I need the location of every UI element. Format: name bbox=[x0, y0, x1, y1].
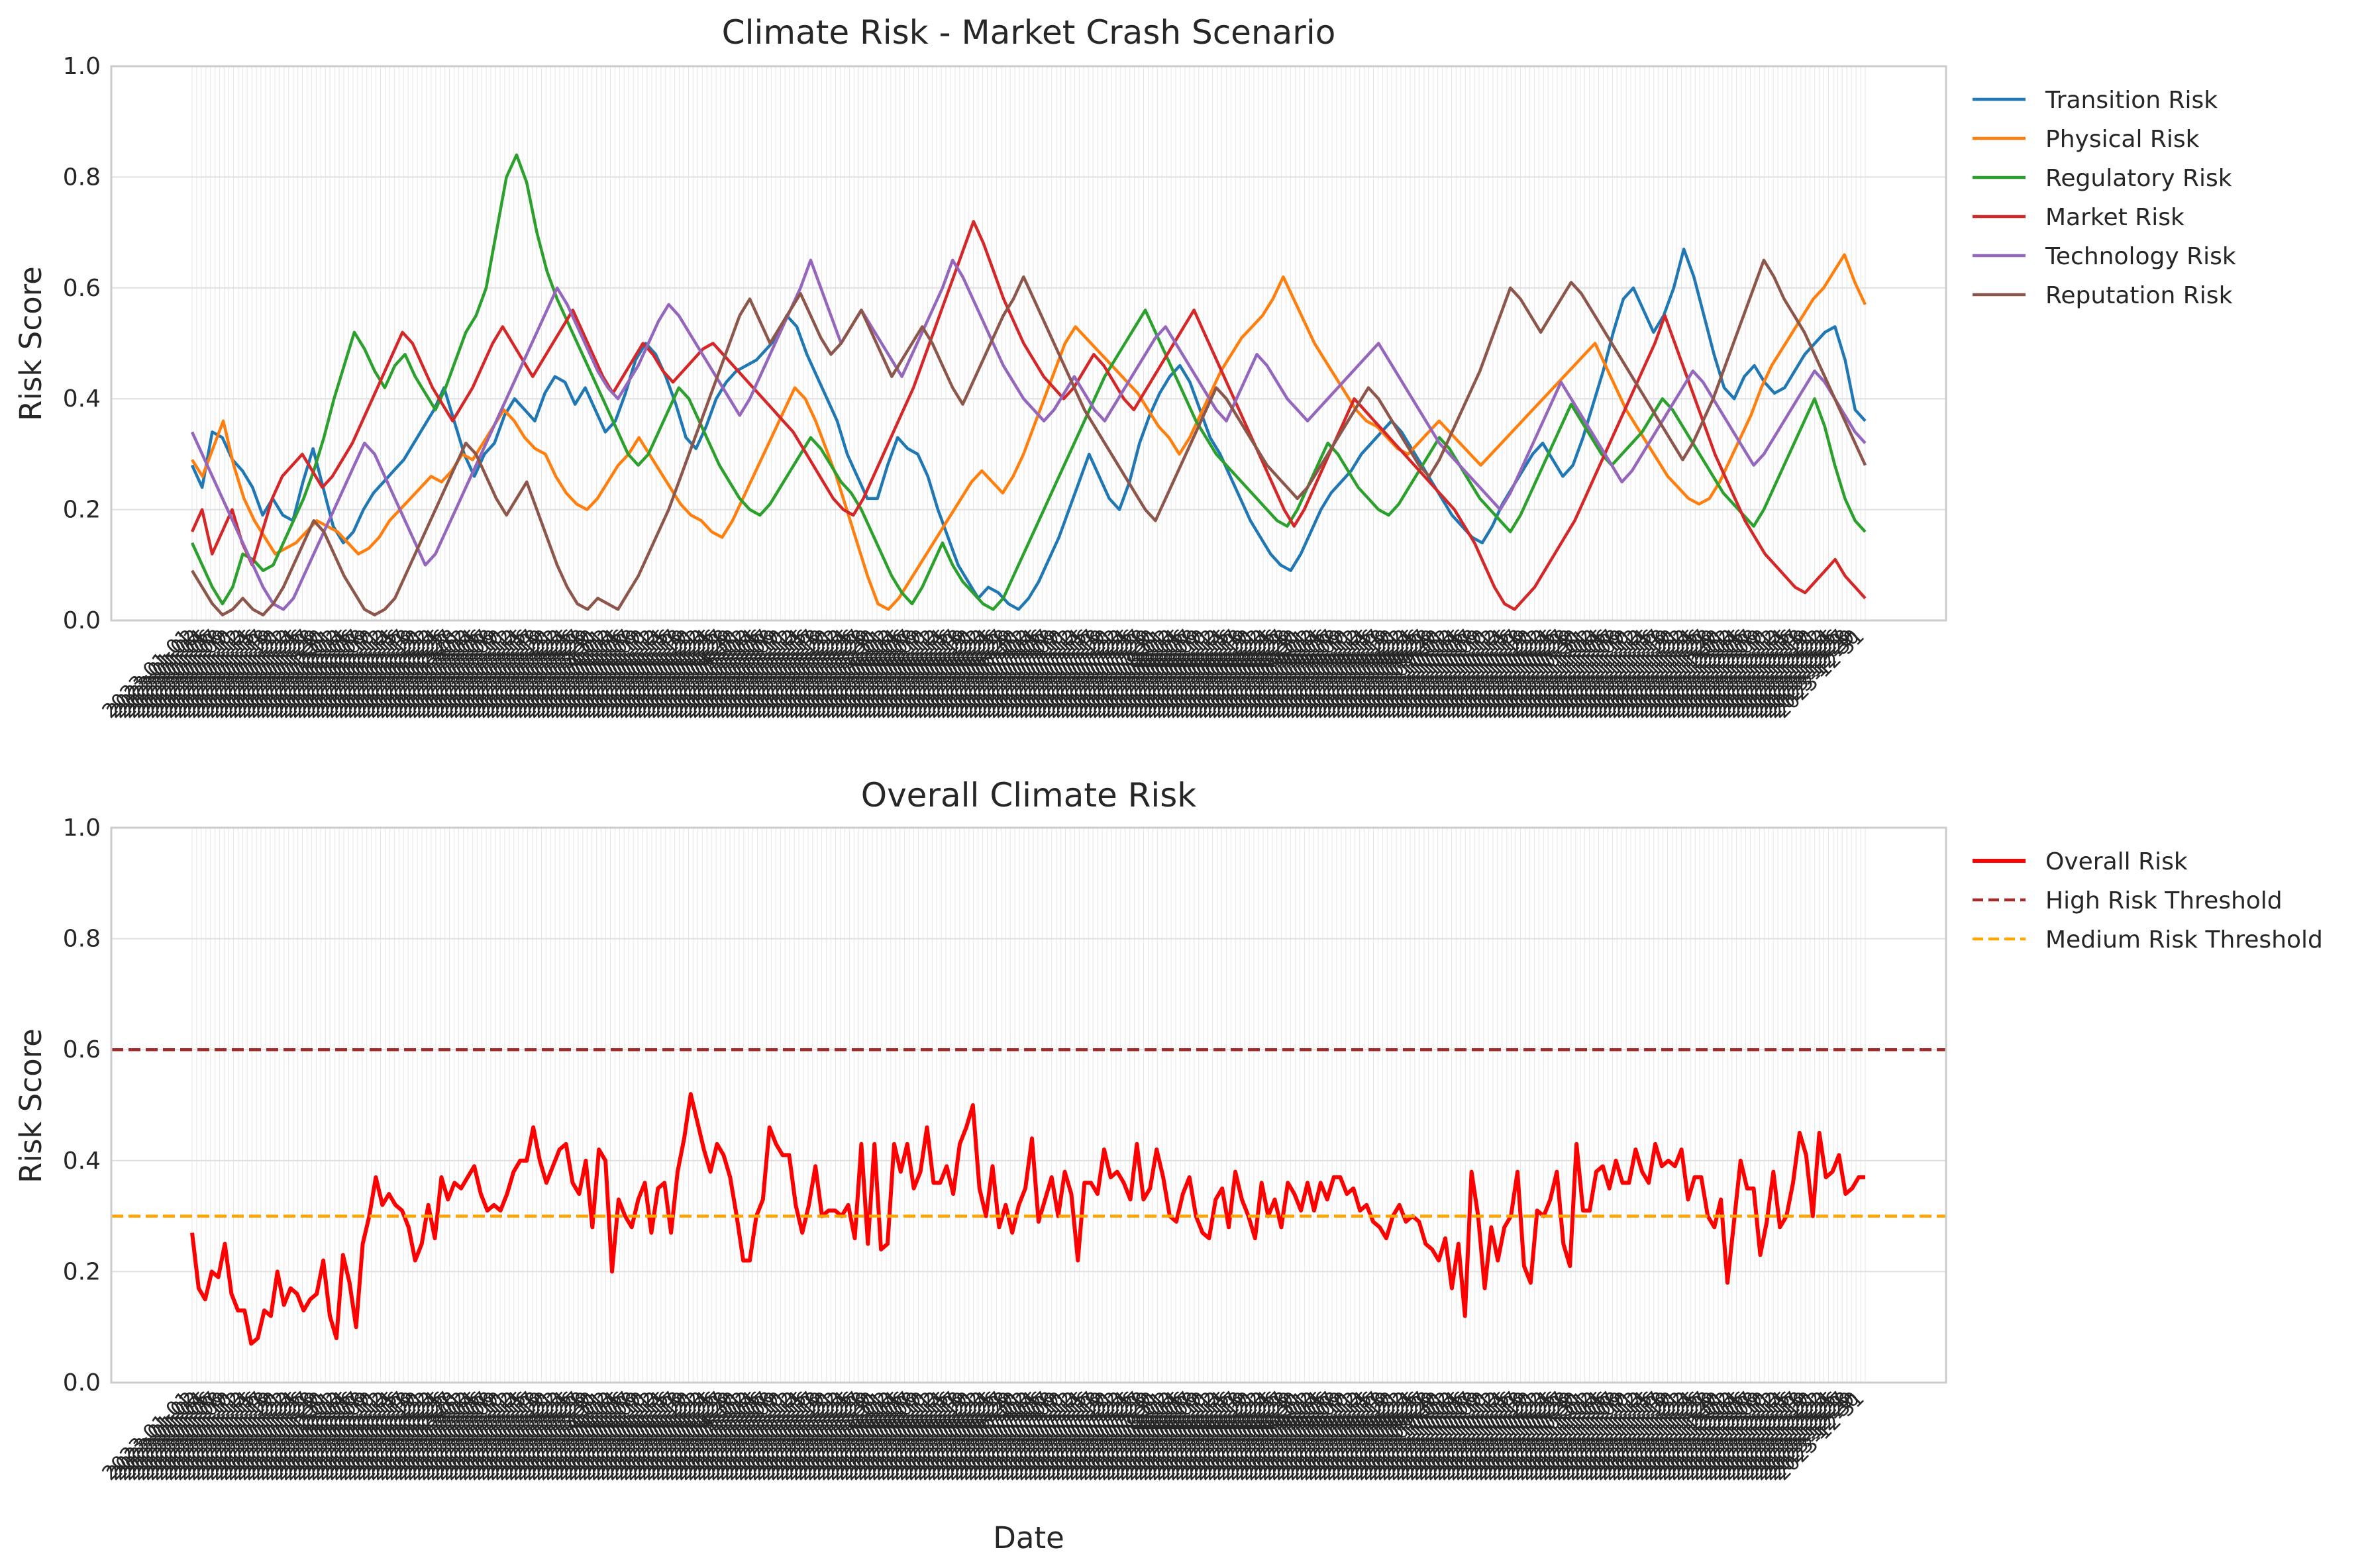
regulatory-risk-line bbox=[190, 153, 1867, 611]
x-tick-labels: 2023-01-012023-01-022023-01-032023-01-04… bbox=[98, 1387, 1869, 1485]
market-risk-line bbox=[190, 220, 1867, 611]
legend-label: Market Risk bbox=[2045, 204, 2184, 231]
y-tick-label: 0.0 bbox=[63, 607, 101, 634]
legend: Overall Risk High Risk Threshold Medium Ri… bbox=[1973, 848, 2323, 954]
legend-label: Medium Risk Threshold bbox=[2045, 926, 2323, 954]
legend-label: Physical Risk bbox=[2045, 126, 2200, 153]
series-lines bbox=[190, 153, 1867, 616]
legend-label: Reputation Risk bbox=[2045, 282, 2233, 309]
legend: Transition Risk Physical Risk Regulatory R… bbox=[1973, 87, 2236, 309]
technology-risk-line bbox=[190, 258, 1867, 611]
y-tick-label: 1.0 bbox=[63, 53, 101, 80]
y-tick-label: 0.8 bbox=[63, 164, 101, 191]
reputation-risk-line bbox=[191, 258, 1867, 616]
legend-label: Regulatory Risk bbox=[2045, 165, 2232, 192]
y-tick-label: 0.4 bbox=[63, 385, 101, 413]
y-tick-label: 0.2 bbox=[63, 1258, 101, 1285]
x-tick-labels: 2023-01-012023-01-022023-01-032023-01-04… bbox=[98, 625, 1869, 723]
y-axis-label: Risk Score bbox=[13, 266, 48, 421]
axes-frame bbox=[110, 65, 1947, 622]
y-tick-label: 0.6 bbox=[63, 1036, 101, 1063]
legend-label: Transition Risk bbox=[2045, 87, 2218, 114]
physical-risk-line bbox=[191, 253, 1867, 611]
chart-title: Overall Climate Risk bbox=[861, 776, 1197, 814]
y-axis-label: Risk Score bbox=[13, 1028, 48, 1183]
overall-risk-chart: Overall Climate Risk Risk Score Date 0.0… bbox=[13, 776, 2323, 1555]
legend-label: Overall Risk bbox=[2045, 848, 2188, 875]
y-tick-label: 0.0 bbox=[63, 1369, 101, 1396]
legend-label: High Risk Threshold bbox=[2045, 887, 2283, 914]
transition-risk-chart: Climate Risk - Market Crash Scenario Ris… bbox=[13, 13, 2236, 723]
y-tick-label: 0.6 bbox=[63, 275, 101, 302]
y-tick-label: 0.2 bbox=[63, 497, 101, 524]
y-tick-label: 0.4 bbox=[63, 1148, 101, 1175]
x-axis-label: Date bbox=[993, 1520, 1064, 1555]
chart-title: Climate Risk - Market Crash Scenario bbox=[722, 13, 1336, 52]
y-tick-label: 0.8 bbox=[63, 926, 101, 953]
y-tick-label: 1.0 bbox=[63, 814, 101, 842]
x-gridlines bbox=[191, 66, 1866, 620]
legend-label: Technology Risk bbox=[2045, 243, 2236, 270]
x-gridlines bbox=[191, 828, 1866, 1383]
